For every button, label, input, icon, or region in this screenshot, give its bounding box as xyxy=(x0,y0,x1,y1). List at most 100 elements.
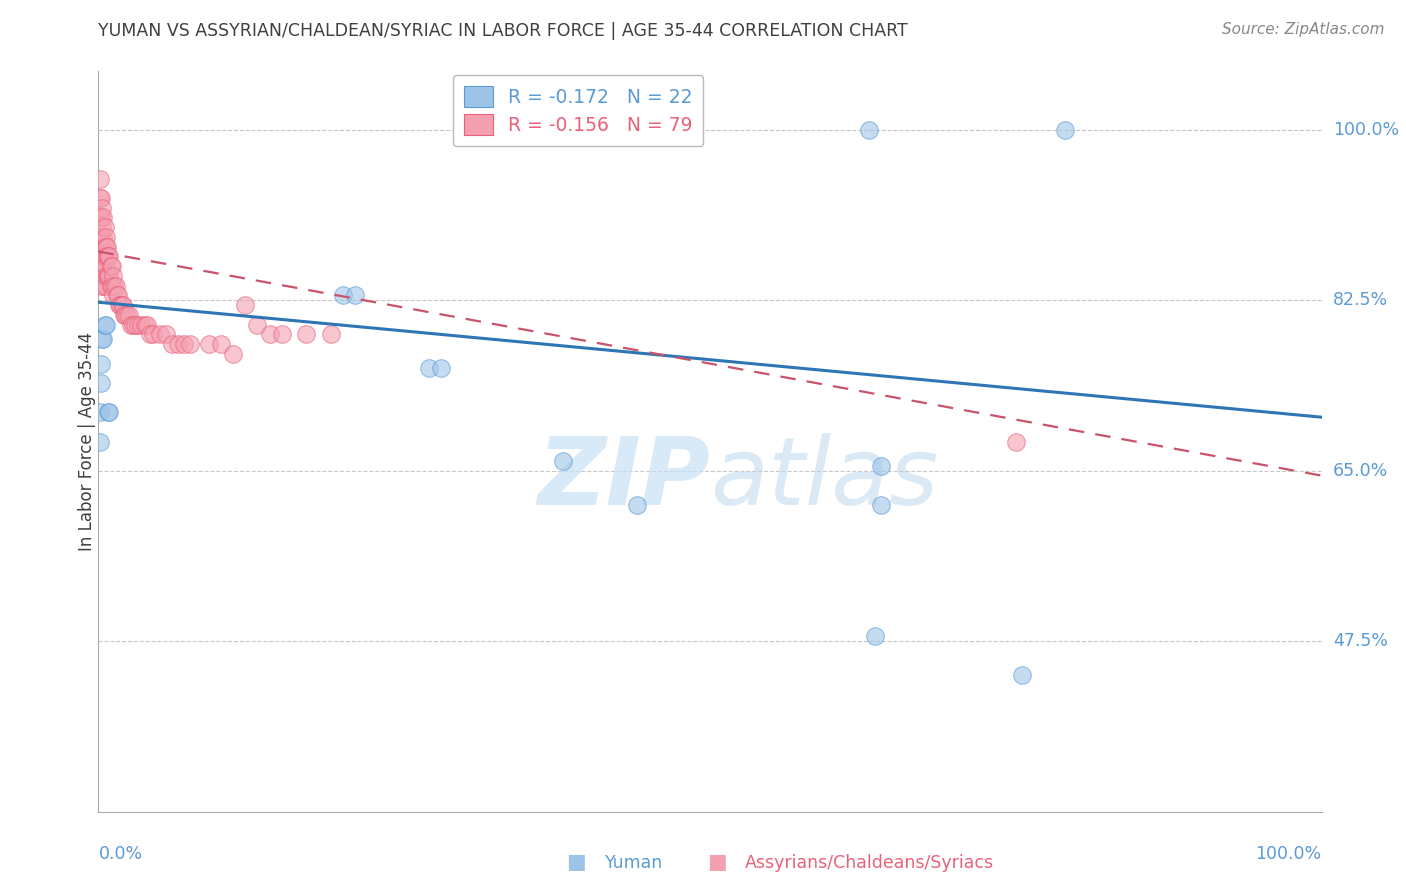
Text: 82.5%: 82.5% xyxy=(1333,292,1388,310)
Point xyxy=(246,318,269,332)
Point xyxy=(259,327,281,342)
Point xyxy=(91,220,114,235)
Point xyxy=(319,327,342,342)
Point xyxy=(98,249,121,264)
Point xyxy=(870,498,893,512)
Text: ZIP: ZIP xyxy=(537,433,710,524)
Point xyxy=(93,318,115,332)
Point xyxy=(91,249,114,264)
Point xyxy=(142,327,165,342)
Point xyxy=(96,268,118,283)
Point xyxy=(90,376,112,390)
Point xyxy=(91,259,114,273)
Point xyxy=(90,357,112,371)
Point xyxy=(179,337,201,351)
Point xyxy=(139,327,162,342)
Point xyxy=(270,327,294,342)
Point xyxy=(89,211,111,225)
Text: 0.0%: 0.0% xyxy=(98,845,142,863)
Text: Yuman: Yuman xyxy=(605,855,662,872)
Point xyxy=(91,278,114,293)
Point xyxy=(858,123,880,137)
Text: 47.5%: 47.5% xyxy=(1333,632,1388,650)
Point xyxy=(91,201,114,215)
Point xyxy=(90,191,112,205)
Point xyxy=(100,278,122,293)
Text: 100.0%: 100.0% xyxy=(1256,845,1322,863)
Point xyxy=(101,288,124,302)
Point xyxy=(111,298,134,312)
Point xyxy=(91,230,114,244)
Point xyxy=(103,278,125,293)
Point xyxy=(127,318,149,332)
Point xyxy=(344,288,367,302)
Point xyxy=(233,298,256,312)
Point xyxy=(89,230,111,244)
Point xyxy=(222,347,245,361)
Point xyxy=(160,337,183,351)
Point xyxy=(870,458,893,473)
Point xyxy=(149,327,172,342)
Point xyxy=(90,211,112,225)
Text: ■: ■ xyxy=(567,853,586,872)
Point xyxy=(124,318,146,332)
Point xyxy=(134,318,156,332)
Legend: R = -0.172   N = 22, R = -0.156   N = 79: R = -0.172 N = 22, R = -0.156 N = 79 xyxy=(453,75,703,146)
Point xyxy=(89,191,111,205)
Point xyxy=(101,259,124,273)
Point xyxy=(91,249,114,264)
Point xyxy=(115,308,138,322)
Point xyxy=(91,259,114,273)
Point xyxy=(114,308,136,322)
Point xyxy=(100,259,122,273)
Point xyxy=(120,318,142,332)
Point xyxy=(91,332,114,346)
Point xyxy=(101,278,124,293)
Text: Source: ZipAtlas.com: Source: ZipAtlas.com xyxy=(1222,22,1385,37)
Point xyxy=(94,318,117,332)
Text: YUMAN VS ASSYRIAN/CHALDEAN/SYRIAC IN LABOR FORCE | AGE 35-44 CORRELATION CHART: YUMAN VS ASSYRIAN/CHALDEAN/SYRIAC IN LAB… xyxy=(98,22,908,40)
Point xyxy=(136,318,159,332)
Point xyxy=(107,288,129,302)
Text: Assyrians/Chaldeans/Syriacs: Assyrians/Chaldeans/Syriacs xyxy=(745,855,994,872)
Point xyxy=(93,249,115,264)
Point xyxy=(110,298,132,312)
Point xyxy=(430,361,453,376)
Point xyxy=(89,171,111,186)
Point xyxy=(93,240,115,254)
Point xyxy=(121,318,143,332)
Point xyxy=(93,268,115,283)
Point xyxy=(332,288,354,302)
Point xyxy=(90,249,112,264)
Point xyxy=(91,278,114,293)
Point xyxy=(197,337,219,351)
Point xyxy=(98,268,121,283)
Point xyxy=(1004,434,1026,449)
Point xyxy=(98,405,121,419)
Point xyxy=(94,259,117,273)
Point xyxy=(94,240,117,254)
Point xyxy=(97,249,120,264)
Point xyxy=(89,434,111,449)
Point xyxy=(90,259,112,273)
Point xyxy=(863,629,886,643)
Point xyxy=(97,405,120,419)
Point xyxy=(167,337,190,351)
Point xyxy=(97,268,120,283)
Point xyxy=(626,498,648,512)
Point xyxy=(553,454,575,468)
Point xyxy=(112,308,135,322)
Y-axis label: In Labor Force | Age 35-44: In Labor Force | Age 35-44 xyxy=(79,332,96,551)
Point xyxy=(96,249,118,264)
Point xyxy=(1053,123,1076,137)
Point xyxy=(173,337,195,351)
Point xyxy=(108,298,131,312)
Point xyxy=(418,361,440,376)
Point xyxy=(209,337,232,351)
Point xyxy=(90,268,112,283)
Point xyxy=(155,327,177,342)
Point xyxy=(91,332,114,346)
Text: 65.0%: 65.0% xyxy=(1333,462,1388,480)
Point xyxy=(90,230,112,244)
Point xyxy=(89,405,111,419)
